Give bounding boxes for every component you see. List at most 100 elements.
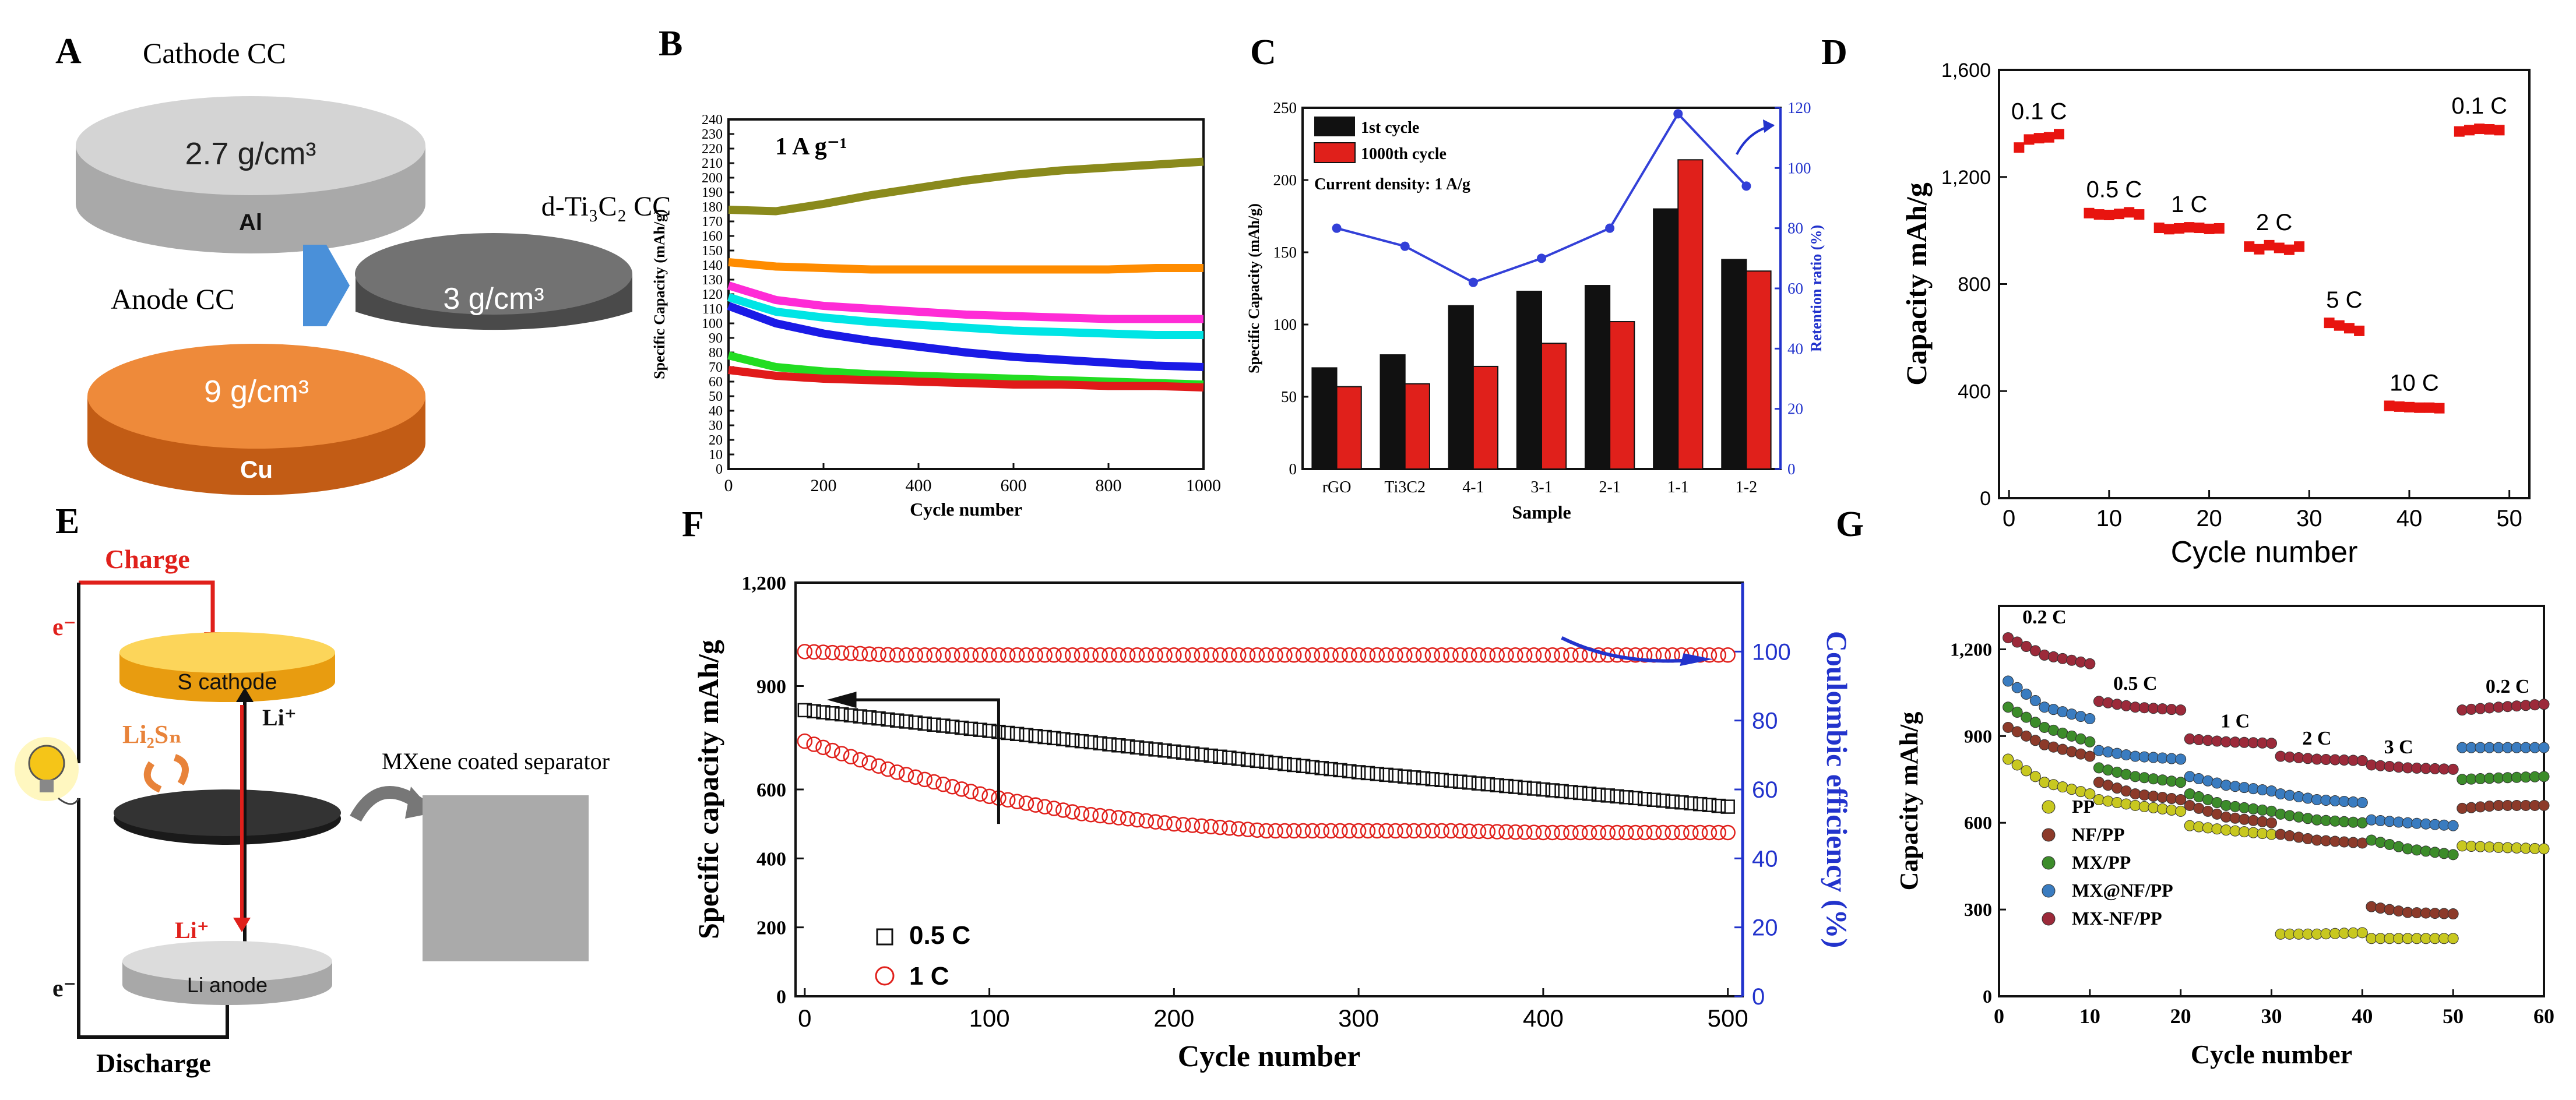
data-point	[2403, 401, 2415, 412]
data-point-1-C	[1369, 823, 1385, 839]
data-point-1-C	[1516, 824, 1533, 840]
data-point-CE	[1369, 647, 1385, 663]
data-point-pp	[2048, 779, 2059, 791]
bar-thousandth-cycle	[1472, 365, 1499, 470]
rate-label: 2 C	[2302, 728, 2331, 749]
data-point-1-C	[1637, 824, 1653, 841]
y2-tick-label: 40	[1752, 846, 1778, 872]
data-point-1-C	[880, 761, 896, 777]
data-point-CE	[907, 647, 924, 663]
data-point-CE	[1018, 647, 1034, 663]
data-point-mxpp	[2375, 837, 2386, 848]
data-point-1-C	[1489, 824, 1505, 840]
x-tick-label: 40	[2396, 506, 2423, 531]
x-tick-label: 20	[2196, 506, 2222, 531]
rate-label: 0.5 C	[2086, 177, 2142, 202]
data-point	[2283, 244, 2295, 255]
series-line-blue	[727, 302, 1204, 371]
y-axis-label: Specific capacity mAh/g	[692, 640, 724, 939]
data-point-1-C	[1037, 799, 1053, 815]
data-point-0.5-C	[1314, 761, 1329, 775]
data-point-1-C	[889, 764, 905, 780]
y-tick-label: 200	[1273, 171, 1297, 189]
data-point-CE	[926, 647, 942, 663]
data-point-0.5-C	[908, 715, 923, 730]
data-point-0.5-C	[1702, 798, 1717, 812]
data-point-CE	[1027, 647, 1044, 663]
data-point	[2093, 209, 2105, 220]
data-point-CE	[1452, 647, 1468, 663]
y-tick-label: 1,200	[1941, 167, 1991, 189]
rate-label: 0.1 C	[2011, 98, 2067, 124]
data-point-1-C	[1378, 823, 1394, 839]
data-point-1-C	[1544, 824, 1560, 841]
rate-label: 0.5 C	[2113, 673, 2158, 694]
data-point-mxnfpp	[2021, 688, 2032, 700]
data-point-CE	[1000, 647, 1016, 663]
data-point-CE	[1470, 647, 1487, 663]
data-point-mxpp	[2003, 701, 2014, 713]
y2-tick-label: 20	[1752, 915, 1778, 941]
data-point-0.5-C	[1370, 767, 1385, 781]
data-point-0.5-C	[982, 724, 997, 738]
bar-thousandth-cycle	[1541, 343, 1567, 470]
data-point-mxnfpp	[2075, 711, 2086, 722]
data-point-mxnfpp	[2048, 704, 2059, 715]
data-point-0.5-C	[1720, 799, 1735, 814]
x-tick-label: 300	[1338, 1004, 1379, 1032]
y-tick-label: 1,200	[742, 573, 787, 594]
data-point-nfpp	[2538, 799, 2550, 811]
data-point-CE	[861, 646, 877, 662]
x-tick-label: 30	[2296, 506, 2322, 531]
data-point-mxpp	[2093, 762, 2105, 774]
legend-label: MX-NF/PP	[2072, 908, 2162, 929]
y-tick-label: 900	[1964, 725, 1992, 746]
data-point-mxnfpp	[2112, 748, 2123, 759]
x-tick-label: 400	[906, 476, 932, 495]
data-point-1-C	[1720, 824, 1736, 841]
data-point-CE	[1249, 647, 1265, 663]
data-point-0.5-C	[1656, 793, 1671, 808]
data-point	[2153, 223, 2165, 234]
data-point-mxnfpp	[2447, 763, 2459, 775]
y-tick-label: 60	[709, 375, 723, 390]
y-axis-label: Capacity mAh/g	[1895, 712, 1923, 891]
data-point-pp	[2120, 798, 2132, 810]
data-point-CE	[1461, 647, 1477, 663]
data-point-CE	[944, 647, 960, 663]
data-point	[2014, 142, 2025, 153]
legend-label-05c: 0.5 C	[909, 921, 970, 950]
data-point-0.5-C	[1462, 775, 1477, 790]
data-point-1-C	[1406, 823, 1422, 839]
data-point-0.5-C	[1120, 739, 1135, 754]
data-point-0.5-C	[1009, 727, 1025, 741]
data-point-1-C	[953, 781, 970, 797]
data-point-0.5-C	[1019, 728, 1034, 742]
data-point-1-C	[1240, 822, 1256, 837]
data-point-1-C	[1323, 823, 1339, 839]
data-point-mxpp	[2366, 834, 2377, 846]
data-point-0.5-C	[1167, 744, 1181, 759]
data-point-0.5-C	[816, 705, 830, 720]
data-point-0.5-C	[1047, 731, 1061, 746]
data-point-nfpp	[2075, 748, 2086, 760]
data-point-CE	[1692, 647, 1708, 663]
data-point-mxnfpp	[2266, 738, 2277, 749]
y2-tick-label: 60	[1752, 777, 1778, 803]
data-point-0.5-C	[1572, 785, 1588, 801]
panel-a-letter: A	[55, 31, 82, 71]
data-point-1-C	[1148, 814, 1163, 830]
data-point	[2414, 402, 2425, 413]
y-tick-label: 50	[709, 389, 723, 404]
data-point-1-C	[1535, 824, 1551, 841]
data-point-1-C	[1295, 823, 1311, 839]
data-point-0.5-C	[1591, 787, 1606, 802]
bar-thousandth-cycle	[1404, 383, 1430, 470]
data-point-mxpp	[2029, 717, 2041, 728]
panel-a: A Cathode CC 2.7 g/cm³ Al Anode CC d-Ti₃…	[55, 31, 671, 495]
x-axis-label: Cycle number	[2171, 535, 2358, 569]
data-point-pp	[2447, 933, 2459, 944]
data-point-0.5-C	[1619, 790, 1634, 805]
x-tick-label: 10	[2079, 1004, 2100, 1028]
data-point-0.5-C	[881, 712, 895, 727]
